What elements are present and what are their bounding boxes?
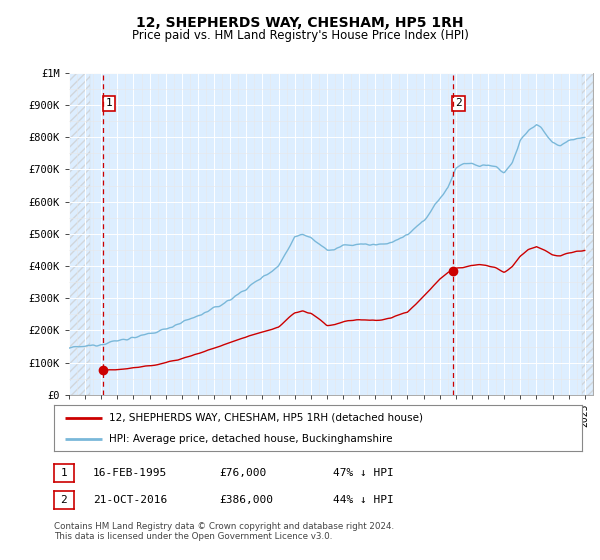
Text: 1: 1 [106, 99, 112, 109]
Text: 12, SHEPHERDS WAY, CHESHAM, HP5 1RH: 12, SHEPHERDS WAY, CHESHAM, HP5 1RH [136, 16, 464, 30]
Text: 16-FEB-1995: 16-FEB-1995 [93, 468, 167, 478]
Bar [69, 73, 90, 395]
Text: Contains HM Land Registry data © Crown copyright and database right 2024.
This d: Contains HM Land Registry data © Crown c… [54, 522, 394, 542]
Text: 47% ↓ HPI: 47% ↓ HPI [333, 468, 394, 478]
Text: £386,000: £386,000 [219, 495, 273, 505]
Text: 1: 1 [61, 468, 67, 478]
Text: HPI: Average price, detached house, Buckinghamshire: HPI: Average price, detached house, Buck… [109, 434, 393, 444]
Text: 12, SHEPHERDS WAY, CHESHAM, HP5 1RH (detached house): 12, SHEPHERDS WAY, CHESHAM, HP5 1RH (det… [109, 413, 424, 423]
Text: Price paid vs. HM Land Registry's House Price Index (HPI): Price paid vs. HM Land Registry's House … [131, 29, 469, 42]
Text: 44% ↓ HPI: 44% ↓ HPI [333, 495, 394, 505]
Text: 2: 2 [455, 99, 462, 109]
Text: 2: 2 [61, 495, 67, 505]
Text: 21-OCT-2016: 21-OCT-2016 [93, 495, 167, 505]
Text: £76,000: £76,000 [219, 468, 266, 478]
